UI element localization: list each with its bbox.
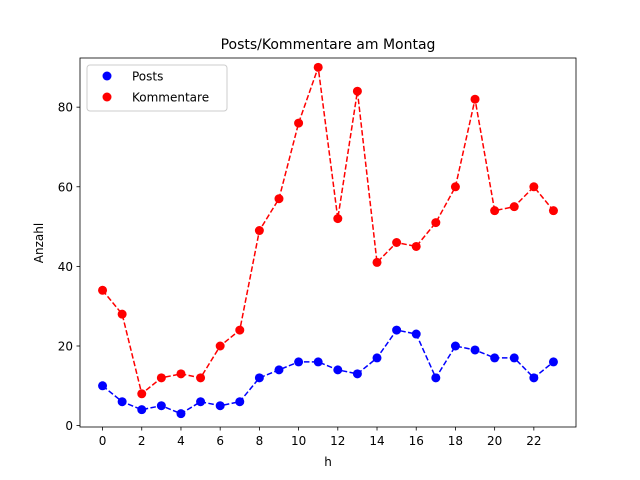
plot-area: 0 2 4 6 8 10 12 14 16 18 20 22 0 20 40 60 80	[58, 57, 577, 448]
data-point-posts	[176, 409, 186, 419]
data-point-posts	[98, 381, 108, 391]
data-point-kommentare	[509, 202, 519, 212]
series-line-kommentare	[101, 67, 555, 396]
legend-box	[86, 64, 228, 112]
data-point-posts	[411, 329, 421, 339]
chart-title: Posts/Kommentare am Montag	[221, 37, 436, 53]
legend-marker	[102, 92, 112, 102]
x-tick-label: 8	[256, 434, 264, 448]
x-tick-label: 20	[487, 434, 502, 448]
x-tick-label: 14	[369, 434, 384, 448]
x-tick-label: 12	[330, 434, 345, 448]
x-tick-label: 2	[138, 434, 146, 448]
data-point-kommentare	[235, 325, 245, 335]
x-tick-label: 16	[409, 434, 424, 448]
data-point-kommentare	[98, 285, 108, 295]
data-point-posts	[490, 353, 500, 363]
data-point-kommentare	[431, 218, 441, 228]
legend: Posts Kommentare	[86, 64, 228, 112]
y-tick-label: 40	[58, 260, 73, 274]
data-point-posts	[509, 353, 519, 363]
data-point-posts	[392, 325, 402, 335]
legend-label: Kommentare	[132, 91, 209, 105]
data-point-posts	[156, 401, 166, 411]
data-point-posts	[235, 397, 245, 407]
y-tick-label: 20	[58, 339, 73, 353]
data-point-kommentare	[470, 94, 480, 104]
data-point-posts	[215, 401, 225, 411]
data-point-kommentare	[392, 238, 402, 247]
data-point-posts	[254, 373, 264, 383]
y-tick-label: 60	[58, 180, 73, 194]
plot-frame	[79, 57, 577, 428]
data-point-kommentare	[333, 214, 343, 224]
data-point-kommentare	[156, 373, 166, 383]
x-axis-label: h	[324, 455, 332, 469]
data-point-posts	[352, 369, 362, 379]
data-point-kommentare	[176, 369, 186, 379]
data-point-posts	[274, 365, 284, 375]
x-tick-label: 22	[526, 434, 541, 448]
data-point-kommentare	[196, 373, 206, 383]
data-point-posts	[137, 405, 147, 415]
data-point-posts	[470, 345, 480, 355]
data-point-posts	[431, 373, 441, 383]
data-point-kommentare	[117, 309, 127, 319]
data-point-posts	[196, 397, 206, 407]
data-point-kommentare	[254, 226, 264, 236]
data-point-kommentare	[529, 182, 539, 192]
data-point-kommentare	[215, 341, 225, 351]
data-point-kommentare	[490, 206, 500, 216]
series-line-posts	[102, 329, 554, 415]
data-point-posts	[529, 373, 539, 383]
y-tick-label: 80	[58, 101, 73, 115]
data-point-posts	[333, 365, 343, 375]
data-point-posts	[117, 397, 127, 407]
x-tick-label: 0	[99, 434, 107, 448]
data-point-kommentare	[411, 241, 421, 251]
y-tick-label: 0	[65, 419, 73, 433]
data-point-kommentare	[352, 86, 362, 96]
data-point-posts	[548, 357, 558, 367]
data-point-kommentare	[137, 389, 147, 399]
x-tick-label: 4	[177, 434, 185, 448]
data-point-kommentare	[548, 206, 558, 216]
x-tick-label: 18	[448, 434, 463, 448]
data-point-kommentare	[450, 182, 460, 192]
data-point-kommentare	[294, 118, 304, 128]
data-point-kommentare	[372, 257, 382, 267]
data-point-posts	[450, 341, 460, 351]
data-point-kommentare	[313, 62, 323, 72]
x-tick-label: 10	[291, 434, 306, 448]
legend-label: Posts	[132, 70, 163, 84]
data-point-posts	[372, 353, 382, 363]
data-point-posts	[294, 357, 304, 367]
y-axis-label: Anzahl	[32, 223, 46, 263]
legend-marker	[102, 71, 112, 81]
x-tick-label: 6	[216, 434, 224, 448]
data-point-kommentare	[274, 194, 284, 204]
data-point-posts	[313, 357, 323, 367]
